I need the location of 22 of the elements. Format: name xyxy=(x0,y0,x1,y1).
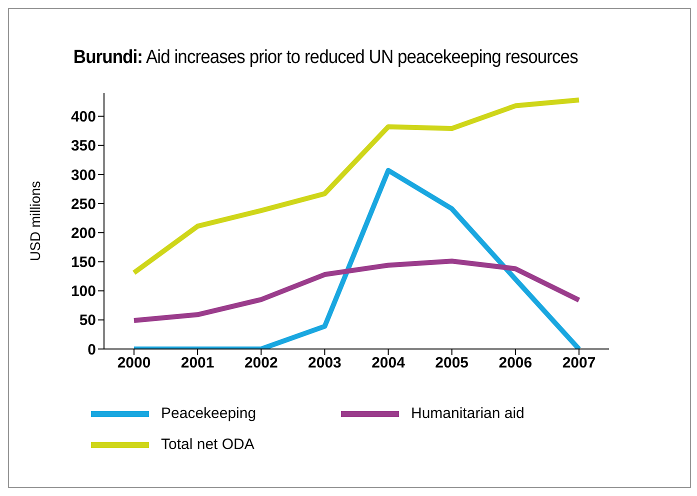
legend-label: Peacekeeping xyxy=(161,405,256,422)
y-tick-label: 150 xyxy=(70,254,96,272)
x-tick-label: 2005 xyxy=(435,354,469,372)
y-axis-title: USD millions xyxy=(26,180,43,262)
chart-title: Burundi: Aid increases prior to reduced UN peacekeeping resources xyxy=(72,47,579,69)
y-tick-label: 350 xyxy=(70,138,96,155)
legend-label: Total net ODA xyxy=(161,436,254,453)
x-tick-label: 2007 xyxy=(562,354,596,372)
legend-label: Humanitarian aid xyxy=(411,405,524,422)
x-tick-label: 2004 xyxy=(372,354,406,372)
y-tick-label: 50 xyxy=(79,312,96,330)
y-tick-label: 100 xyxy=(70,283,96,300)
y-tick-label: 200 xyxy=(70,224,96,242)
y-tick-label: 400 xyxy=(70,108,96,126)
y-tick-label: 250 xyxy=(70,196,96,213)
x-tick-label: 2001 xyxy=(180,354,214,372)
y-tick-label: 300 xyxy=(70,166,96,184)
x-tick-label: 2006 xyxy=(498,354,532,372)
x-tick-label: 2002 xyxy=(244,354,278,372)
x-tick-label: 2000 xyxy=(117,354,151,372)
x-tick-label: 2003 xyxy=(308,354,342,372)
y-tick-label: 0 xyxy=(88,341,96,358)
